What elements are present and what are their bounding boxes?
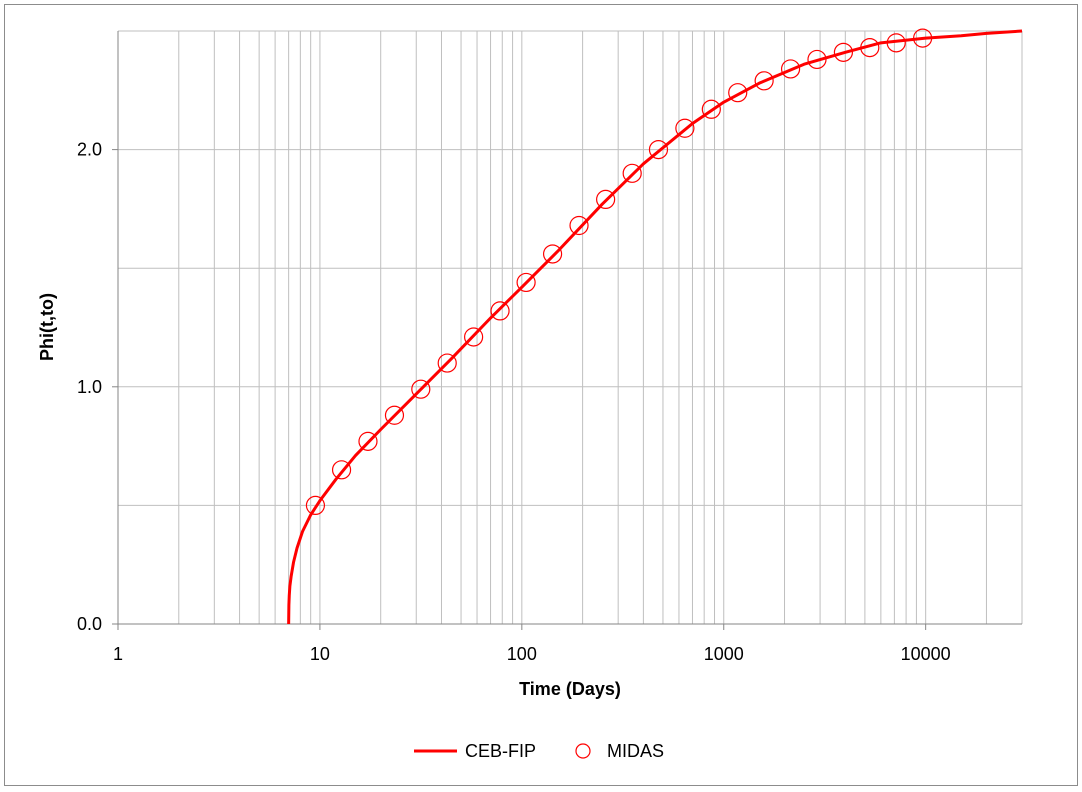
data-point-midas bbox=[622, 163, 642, 183]
data-point-midas bbox=[490, 301, 510, 321]
data-point-midas bbox=[648, 140, 669, 160]
x-tick-label: 1 bbox=[113, 644, 123, 664]
data-point-midas bbox=[780, 59, 801, 79]
data-point-midas bbox=[833, 42, 854, 62]
tick-labels: 1 10 100 1000 10000 0.0 1.0 2.0 bbox=[77, 140, 951, 664]
plot-area bbox=[118, 31, 1022, 624]
data-point-midas bbox=[728, 83, 748, 103]
y-tick-label: 0.0 bbox=[77, 614, 102, 634]
y-axis-title: Phi(t,to) bbox=[37, 293, 57, 361]
data-point-midas bbox=[437, 353, 457, 373]
data-point-midas bbox=[358, 431, 378, 451]
data-point-midas bbox=[542, 244, 563, 264]
data-point-midas bbox=[596, 189, 616, 210]
axes bbox=[112, 31, 1022, 630]
data-point-midas bbox=[886, 33, 906, 53]
data-point-midas bbox=[675, 118, 695, 138]
series-line-ceb-fip bbox=[287, 29, 1023, 625]
data-point-midas bbox=[913, 28, 933, 48]
x-tick-label: 10 bbox=[310, 644, 330, 664]
x-tick-label: 1000 bbox=[704, 644, 744, 664]
legend-marker-swatch bbox=[575, 743, 591, 759]
data-point-midas bbox=[411, 379, 431, 399]
chart-svg: 1 10 100 1000 10000 0.0 1.0 2.0 Time (Days) Phi… bbox=[37, 28, 1023, 761]
series-layer bbox=[287, 28, 1023, 625]
data-point-midas bbox=[860, 37, 880, 58]
data-point-midas bbox=[754, 71, 774, 91]
y-tick-label: 2.0 bbox=[77, 140, 102, 160]
data-point-midas bbox=[384, 405, 405, 425]
chart-frame: 1 10 100 1000 10000 0.0 1.0 2.0 Time (Days) Phi… bbox=[4, 4, 1078, 786]
x-tick-label: 10000 bbox=[901, 644, 951, 664]
legend: CEB-FIP MIDAS bbox=[414, 741, 664, 761]
data-point-midas bbox=[807, 49, 827, 70]
data-point-midas bbox=[464, 327, 484, 347]
x-axis-title: Time (Days) bbox=[519, 679, 621, 699]
data-point-midas bbox=[701, 99, 721, 119]
legend-label-midas: MIDAS bbox=[607, 741, 664, 761]
legend-label-ceb-fip: CEB-FIP bbox=[465, 741, 536, 761]
grid-lines bbox=[118, 30, 1023, 624]
x-tick-label: 100 bbox=[507, 644, 537, 664]
y-tick-label: 1.0 bbox=[77, 377, 102, 397]
data-point-midas bbox=[331, 460, 352, 480]
data-point-midas bbox=[305, 495, 326, 515]
data-point-midas bbox=[516, 272, 536, 293]
data-point-midas bbox=[569, 215, 589, 236]
